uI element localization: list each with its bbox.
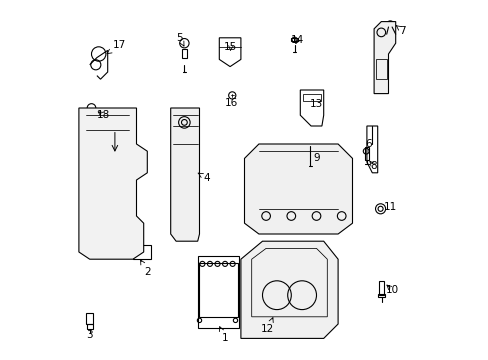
Bar [365, 147, 368, 160]
Text: 5: 5 [176, 33, 183, 46]
Bar [197, 256, 239, 328]
Text: 4: 4 [198, 173, 209, 183]
Text: 14: 14 [290, 35, 304, 45]
Bar [87, 324, 92, 329]
Text: 18: 18 [97, 110, 110, 120]
Text: 11: 11 [383, 202, 396, 212]
Polygon shape [170, 108, 199, 241]
Bar [379, 281, 383, 295]
Bar [291, 38, 297, 41]
Bar [199, 263, 238, 317]
Bar [133, 245, 151, 259]
Bar [377, 294, 385, 297]
Text: 13: 13 [309, 99, 323, 109]
Text: 15: 15 [224, 42, 237, 52]
Bar [302, 94, 320, 101]
Text: 16: 16 [224, 98, 238, 108]
Text: 9: 9 [312, 153, 319, 163]
Text: 17: 17 [107, 40, 125, 54]
Polygon shape [79, 108, 147, 259]
Text: 3: 3 [85, 330, 92, 340]
Text: 10: 10 [385, 285, 398, 295]
Circle shape [385, 21, 394, 30]
Text: 8: 8 [369, 161, 376, 171]
Polygon shape [373, 22, 395, 94]
Text: 12: 12 [261, 318, 274, 334]
Polygon shape [244, 144, 352, 234]
Bar [89, 110, 94, 113]
Bar [86, 313, 93, 324]
Text: 6: 6 [365, 139, 371, 149]
Bar [375, 59, 386, 79]
Polygon shape [241, 241, 337, 338]
Bar [182, 49, 186, 58]
Text: 7: 7 [396, 26, 406, 36]
Text: 2: 2 [140, 260, 150, 277]
Text: 1: 1 [219, 327, 227, 343]
